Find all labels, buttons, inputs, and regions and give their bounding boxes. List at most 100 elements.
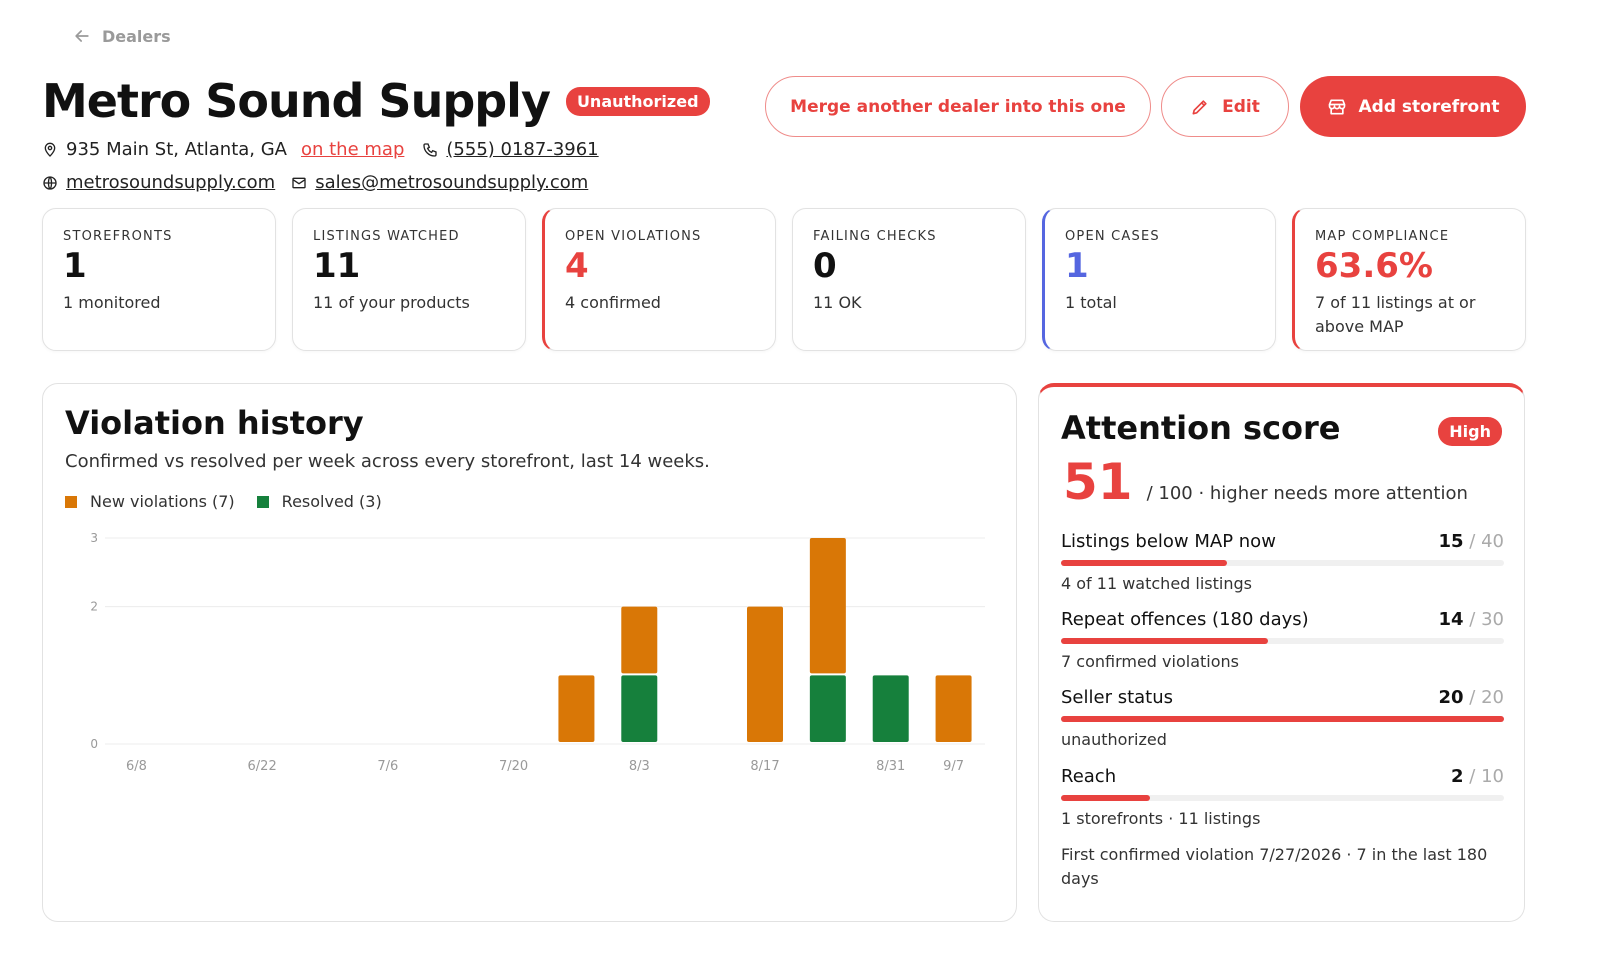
edit-button[interactable]: Edit — [1161, 76, 1289, 137]
stat-card-failing-checks[interactable]: FAILING CHECKS 0 11 OK — [792, 208, 1026, 351]
factor-bar-fill — [1061, 638, 1268, 644]
factor-bar-fill — [1061, 716, 1504, 722]
stat-value: 1 — [63, 246, 87, 286]
map-link[interactable]: on the map — [300, 139, 405, 160]
factor-sub: unauthorized — [1061, 730, 1167, 749]
attention-score-value: 51 — [1063, 453, 1133, 511]
add-storefront-label: Add storefront — [1358, 96, 1500, 117]
stat-label: FAILING CHECKS — [813, 229, 937, 244]
stat-label: OPEN CASES — [1065, 229, 1160, 244]
bar-resolved — [809, 675, 846, 742]
legend-resolved-label: Resolved (3) — [281, 492, 382, 511]
page-title: Metro Sound Supply — [42, 74, 551, 128]
stat-value: 63.6% — [1315, 246, 1433, 286]
x-tick-label: 8/31 — [876, 759, 905, 774]
stat-label: STOREFRONTS — [63, 229, 173, 244]
add-storefront-button[interactable]: Add storefront — [1300, 76, 1526, 137]
factor-sub: 1 storefronts · 11 listings — [1061, 809, 1261, 828]
stat-value: 11 — [313, 246, 361, 286]
stat-sub: 4 confirmed — [565, 293, 661, 313]
factor-reach: Reach 2 / 10 1 storefronts · 11 listings — [1061, 766, 1504, 828]
violation-history-title: Violation history — [65, 404, 364, 442]
factor-value: 14 — [1438, 609, 1464, 630]
dealer-header: Metro Sound Supply Unauthorized — [42, 74, 710, 128]
factor-seller-status: Seller status 20 / 20 unauthorized — [1061, 687, 1504, 749]
legend-new-label: New violations (7) — [90, 492, 235, 511]
stat-label: OPEN VIOLATIONS — [565, 229, 702, 244]
first-violation-note: First confirmed violation 7/27/2026 · 7 … — [1061, 845, 1488, 888]
stat-card-open-violations[interactable]: OPEN VIOLATIONS 4 4 confirmed — [542, 208, 776, 351]
dealer-web-row: metrosoundsupply.com sales@metrosoundsup… — [42, 172, 588, 193]
attention-level-badge: High — [1438, 417, 1502, 446]
violation-history-subtitle: Confirmed vs resolved per week across ev… — [65, 451, 710, 472]
bar-new-violations — [747, 606, 783, 742]
bar-resolved — [872, 675, 909, 742]
legend-new-violations: New violations (7) — [65, 492, 235, 511]
factor-repeat-offences: Repeat offences (180 days) 14 / 30 7 conf… — [1061, 609, 1504, 671]
factor-label: Seller status — [1061, 687, 1174, 708]
stat-card-map-compliance[interactable]: MAP COMPLIANCE 63.6% 7 of 11 listings at… — [1292, 208, 1526, 351]
stat-sub: 1 total — [1065, 293, 1117, 313]
factor-label: Listings below MAP now — [1061, 531, 1276, 552]
bar-resolved — [621, 675, 658, 742]
factor-label: Repeat offences (180 days) — [1061, 609, 1309, 630]
status-badge: Unauthorized — [565, 86, 710, 116]
stat-value: 1 — [1065, 246, 1089, 286]
factor-value: 2 — [1451, 766, 1464, 787]
back-label: Dealers — [102, 26, 171, 46]
back-to-dealers-link[interactable]: Dealers — [72, 26, 171, 46]
arrow-left-icon — [75, 30, 89, 42]
pencil-icon — [1192, 99, 1207, 114]
phone-icon — [423, 142, 438, 157]
factor-max: 30 — [1481, 609, 1504, 630]
storefront-icon — [1328, 99, 1345, 114]
factor-value: 15 — [1438, 531, 1464, 552]
factor-bar-fill — [1061, 795, 1150, 801]
mail-icon — [292, 177, 306, 188]
stat-sub: 7 of 11 listings at or above MAP — [1315, 293, 1476, 337]
factor-value: 20 — [1438, 687, 1464, 708]
y-tick-label: 3 — [90, 531, 98, 545]
bar-new-violations — [809, 538, 846, 674]
violation-history-card: Violation history Confirmed vs resolved … — [42, 383, 1017, 922]
x-tick-label: 6/8 — [126, 759, 147, 774]
factor-sub: 4 of 11 watched listings — [1061, 574, 1252, 593]
stat-card-open-cases[interactable]: OPEN CASES 1 1 total — [1042, 208, 1276, 351]
email-link[interactable]: sales@metrosoundsupply.com — [315, 172, 589, 193]
phone-link[interactable]: (555) 0187-3961 — [446, 139, 599, 160]
merge-dealer-label: Merge another dealer into this one — [790, 96, 1126, 117]
stat-card-storefronts[interactable]: STOREFRONTS 1 1 monitored — [42, 208, 276, 351]
x-tick-label: 8/17 — [750, 759, 779, 774]
factor-sub: 7 confirmed violations — [1061, 652, 1239, 671]
merge-dealer-button[interactable]: Merge another dealer into this one — [765, 76, 1151, 137]
legend-swatch-new — [65, 495, 77, 508]
x-tick-label: 9/7 — [943, 759, 964, 774]
bar-new-violations — [935, 675, 972, 742]
x-tick-label: 7/6 — [377, 759, 398, 774]
legend-swatch-resolved — [256, 495, 269, 508]
factor-bar-fill — [1061, 560, 1228, 566]
factor-listings-below-map: Listings below MAP now 15 / 40 4 of 11 wa… — [1061, 531, 1504, 593]
attention-score-caption: / 100 · higher needs more attention — [1146, 483, 1468, 504]
bar-new-violations — [558, 675, 595, 742]
violation-history-chart: 0 2 3 6/8 6/22 7/6 7/20 8/3 8/17 8/31 9/7 — [90, 531, 985, 774]
y-tick-label: 0 — [90, 737, 98, 751]
website-link[interactable]: metrosoundsupply.com — [66, 172, 276, 193]
factor-bar — [1061, 795, 1504, 801]
map-pin-icon — [44, 142, 56, 157]
stat-sub: 11 OK — [813, 293, 862, 313]
dealer-contact-row: 935 Main St, Atlanta, GA on the map (555… — [42, 139, 599, 160]
stat-value: 4 — [565, 246, 589, 286]
edit-label: Edit — [1222, 96, 1260, 117]
legend-resolved: Resolved (3) — [256, 492, 382, 511]
attention-score: 51 / 100 · higher needs more attention — [1063, 453, 1468, 511]
attention-score-card: Attention score High 51 / 100 · higher n… — [1038, 383, 1525, 922]
stat-label: LISTINGS WATCHED — [313, 229, 460, 244]
x-tick-label: 8/3 — [629, 759, 650, 774]
stat-sub: 11 of your products — [313, 293, 470, 313]
bar-new-violations — [621, 606, 658, 674]
x-tick-label: 6/22 — [248, 759, 277, 774]
chart-legend: New violations (7) Resolved (3) — [65, 492, 404, 511]
factor-bar — [1061, 560, 1504, 566]
stat-card-listings-watched[interactable]: LISTINGS WATCHED 11 11 of your products — [292, 208, 526, 351]
